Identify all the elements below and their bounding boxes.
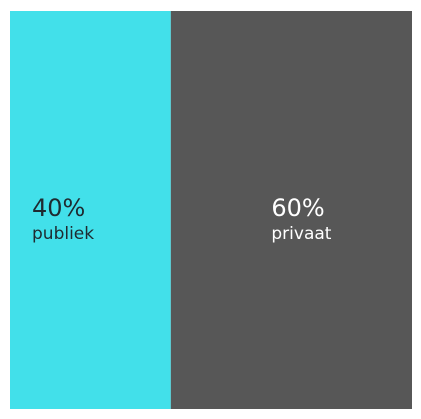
category-label: publiek [32, 224, 95, 244]
category-label: privaat [271, 224, 332, 244]
percentage-label: 40% [32, 194, 86, 222]
share-chart: 40% publiek 60% privaat [10, 11, 412, 409]
segment-label-publiek: 40% publiek [32, 196, 94, 243]
segment-privaat [170, 11, 412, 409]
share-chart-svg [10, 11, 412, 409]
segment-publiek [10, 11, 171, 409]
percentage-label: 60% [271, 194, 325, 222]
segment-label-privaat: 60% privaat [271, 196, 331, 243]
